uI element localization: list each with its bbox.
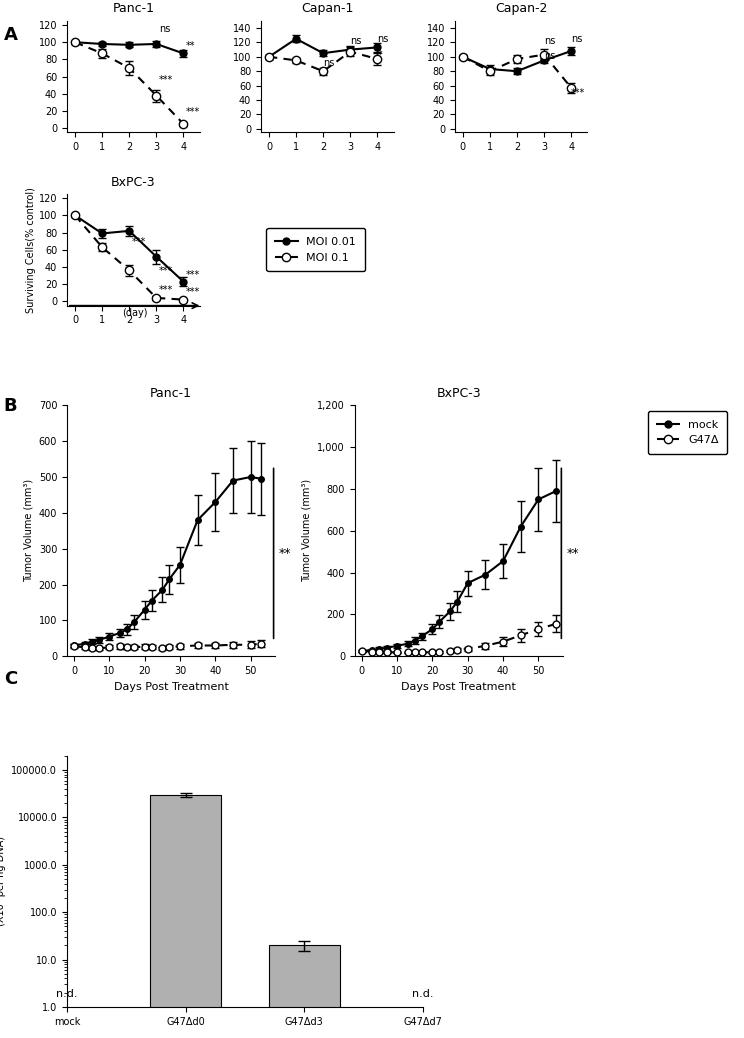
Text: B: B [4,397,17,414]
Legend: MOI 0.01, MOI 0.1: MOI 0.01, MOI 0.1 [266,228,365,272]
Text: ns: ns [544,36,556,46]
Text: **: ** [279,547,292,559]
Text: ***: *** [571,88,586,98]
Legend: mock, G47Δ: mock, G47Δ [648,411,728,455]
Text: ***: *** [186,270,200,280]
Text: **: ** [567,547,579,559]
Title: BxPC-3: BxPC-3 [111,175,155,189]
Text: (day): (day) [122,308,147,318]
Text: ns: ns [323,58,335,69]
Text: n.d.: n.d. [412,988,434,999]
X-axis label: Days Post Treatment: Days Post Treatment [402,682,516,691]
Title: BxPC-3: BxPC-3 [437,387,481,400]
Y-axis label: Tumor Volume (mm³): Tumor Volume (mm³) [23,480,33,582]
Text: ns: ns [350,36,362,46]
Title: Capan-2: Capan-2 [495,2,548,16]
Text: ***: *** [159,76,173,85]
X-axis label: Days Post Treatment: Days Post Treatment [114,682,228,691]
Text: A: A [4,26,18,44]
Text: n.d.: n.d. [57,988,77,999]
Title: Capan-1: Capan-1 [301,2,353,16]
Y-axis label: Tumor Volume (mm³): Tumor Volume (mm³) [302,480,312,582]
Y-axis label: HSV genome copy number
(X10⁴ per ng DNA): HSV genome copy number (X10⁴ per ng DNA) [0,816,6,947]
Text: ns: ns [159,24,170,34]
Text: ***: *** [132,238,147,247]
Title: Panc-1: Panc-1 [150,387,192,400]
Bar [150,795,221,1038]
Text: ***: *** [186,107,200,117]
Text: C: C [4,670,17,687]
Text: ***: *** [159,284,173,295]
Text: ns: ns [377,33,388,44]
Text: ns: ns [544,51,556,61]
Text: ns: ns [571,34,583,45]
Text: *: * [377,50,382,59]
Text: ***: *** [159,266,173,276]
Text: **: ** [186,42,196,51]
Text: ***: *** [186,288,200,297]
Y-axis label: Surviving Cells(% control): Surviving Cells(% control) [26,187,36,312]
Bar [269,946,340,1038]
Title: Panc-1: Panc-1 [112,2,154,16]
